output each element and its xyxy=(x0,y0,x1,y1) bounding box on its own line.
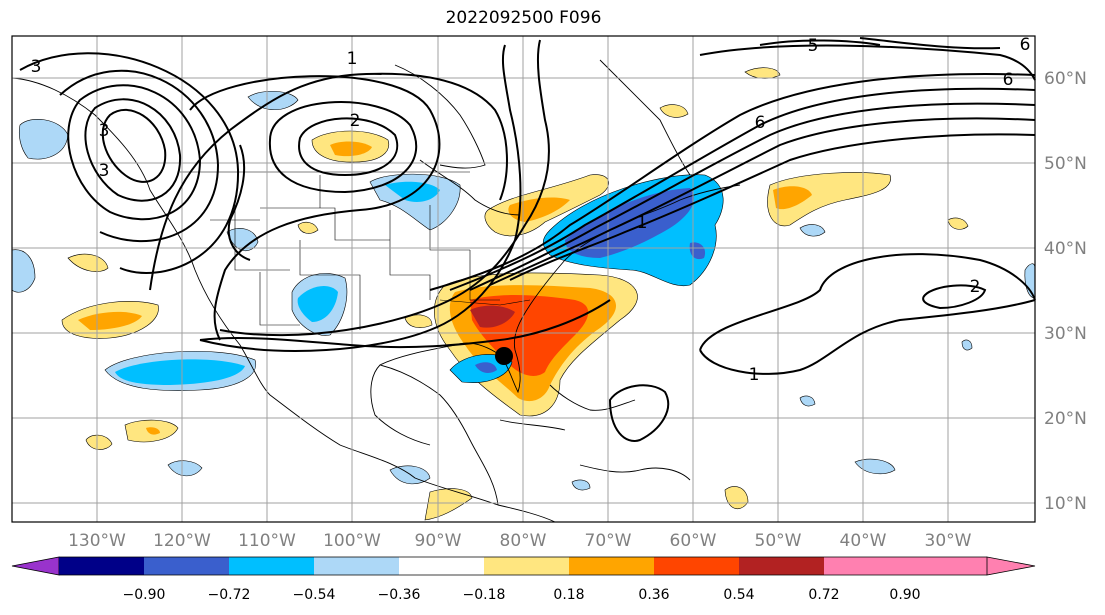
lon-label: 70°W xyxy=(585,531,632,551)
contour-label: 1 xyxy=(347,49,358,69)
lon-label: 100°W xyxy=(323,531,381,551)
lon-label: 110°W xyxy=(238,531,296,551)
contour-label: 6 xyxy=(1003,70,1014,90)
lon-label: 40°W xyxy=(840,531,887,551)
contour-label: 3 xyxy=(99,121,110,141)
colorbar-tick-label: 0.36 xyxy=(638,587,669,603)
contour-label: 2 xyxy=(970,277,981,297)
colorbar-ticks: −0.90 −0.72 −0.54 −0.36 −0.18 0.18 0.36 … xyxy=(123,587,921,603)
colorbar-segment xyxy=(399,557,484,575)
colorbar-min-arrow xyxy=(11,556,60,576)
colorbar-segment xyxy=(824,557,987,575)
contour-label: 5 xyxy=(808,36,819,56)
storm-center-marker xyxy=(495,347,513,365)
colorbar-tick-label: −0.18 xyxy=(463,587,506,603)
lat-label: 10°N xyxy=(1044,494,1087,514)
colorbar-tick-label: 0.72 xyxy=(808,587,839,603)
colorbar-segment xyxy=(229,557,314,575)
colorbar-segment xyxy=(739,557,824,575)
contour-labels: 1 2 3 3 3 5 6 6 6 1 1 2 xyxy=(31,35,1031,385)
lon-label: 90°W xyxy=(415,531,462,551)
contour-label: 1 xyxy=(637,213,648,233)
colorbar-tick-label: −0.54 xyxy=(293,587,336,603)
latitude-labels: 60°N 50°N 40°N 30°N 20°N 10°N xyxy=(1044,69,1087,514)
lon-label: 50°W xyxy=(755,531,802,551)
colorbar-segment xyxy=(144,557,229,575)
colorbar xyxy=(11,556,1036,576)
lat-label: 60°N xyxy=(1044,69,1087,89)
map-title: 2022092500 F096 xyxy=(445,8,602,28)
colorbar-tick-label: 0.18 xyxy=(553,587,584,603)
shaded-anomalies xyxy=(11,67,1036,521)
colorbar-segment xyxy=(654,557,739,575)
contour-label: 2 xyxy=(350,111,361,131)
lon-label: 80°W xyxy=(500,531,547,551)
coastlines xyxy=(11,59,741,523)
height-contours xyxy=(19,37,1036,442)
colorbar-tick-label: −0.36 xyxy=(378,587,421,603)
lat-label: 40°N xyxy=(1044,239,1087,259)
longitude-labels: 130°W 120°W 110°W 100°W 90°W 80°W 70°W 6… xyxy=(68,531,972,551)
colorbar-tick-label: 0.90 xyxy=(889,587,920,603)
map-frame xyxy=(11,35,1036,523)
lat-label: 30°N xyxy=(1044,324,1087,344)
colorbar-max-arrow xyxy=(986,556,1036,576)
colorbar-segment xyxy=(59,557,144,575)
contour-label: 6 xyxy=(755,113,766,133)
colorbar-segment xyxy=(569,557,654,575)
lon-label: 120°W xyxy=(153,531,211,551)
colorbar-segment xyxy=(314,557,399,575)
contour-label: 3 xyxy=(99,161,110,181)
colorbar-tick-label: 0.54 xyxy=(723,587,754,603)
colorbar-tick-label: −0.90 xyxy=(123,587,166,603)
lon-label: 30°W xyxy=(925,531,972,551)
contour-label: 6 xyxy=(1020,35,1031,55)
colorbar-tick-label: −0.72 xyxy=(208,587,251,603)
colorbar-segment xyxy=(484,557,569,575)
lat-label: 50°N xyxy=(1044,154,1087,174)
contour-label: 3 xyxy=(31,57,42,77)
lat-label: 20°N xyxy=(1044,409,1087,429)
lon-label: 60°W xyxy=(670,531,717,551)
contour-label: 1 xyxy=(749,365,760,385)
lon-label: 130°W xyxy=(68,531,126,551)
